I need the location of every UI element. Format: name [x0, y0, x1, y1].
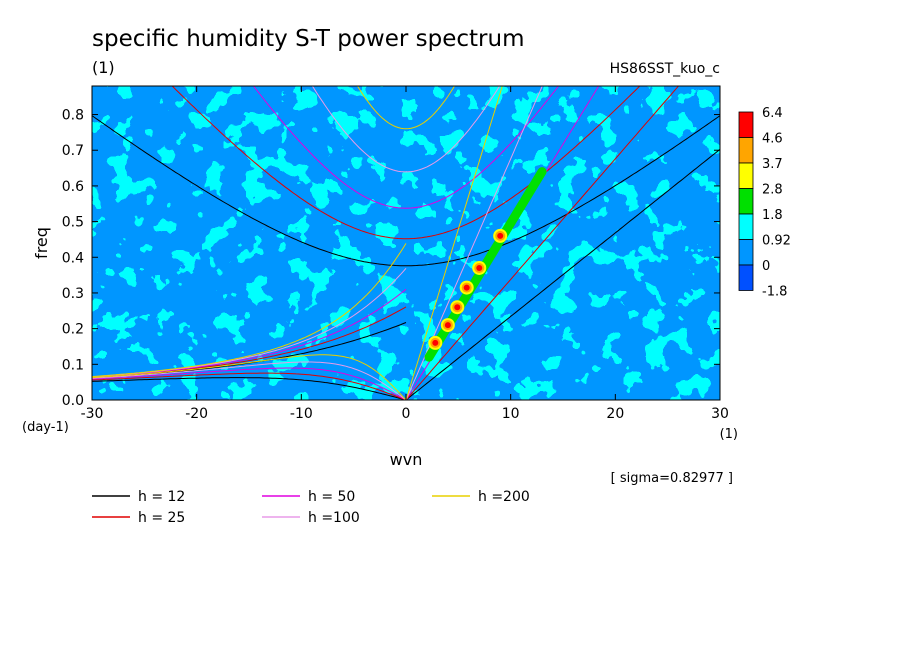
colorbar-label: 6.4: [762, 106, 783, 121]
peak-point: [454, 304, 461, 311]
peak-point: [476, 264, 483, 271]
dispersion-curve-h200: [92, 354, 407, 400]
y-axis-label: freq: [32, 227, 51, 259]
dispersion-curve-h100: [311, 86, 501, 173]
colorbar-swatch: [738, 264, 754, 291]
colorbar-label: 0.92: [762, 234, 791, 249]
dispersion-curve-h12: [92, 115, 720, 267]
spectral-noise-field: [92, 86, 720, 400]
dispersion-curve-h100: [405, 86, 543, 400]
y-tick-label: 0.2: [62, 322, 84, 338]
colorbar-swatch: [738, 162, 754, 189]
x-tick-label: 20: [606, 406, 624, 422]
x-tick-label: -20: [185, 406, 208, 422]
x-tick-label: -10: [290, 406, 313, 422]
legend-label: h = 12: [138, 489, 185, 505]
y-tick-label: 0.4: [62, 250, 84, 266]
dispersion-curve-h50: [92, 367, 407, 400]
dispersion-curve-h12: [405, 148, 720, 400]
curve-legend: h = 12 h = 25 h = 50 h =100 h =200: [92, 489, 530, 526]
dispersion-curve-h25: [92, 372, 407, 400]
colorbar-label: 2.8: [762, 183, 783, 198]
x-tick-label: -30: [81, 406, 104, 422]
x-tick-label: 0: [402, 406, 411, 422]
y-tick-label: 0.8: [62, 108, 84, 124]
dispersion-curve-h12: [92, 377, 407, 400]
peak-point: [444, 322, 451, 329]
colorbar-swatch: [738, 188, 754, 215]
y-tick-label: 0.6: [62, 179, 84, 195]
kelvin-peaks: [424, 167, 547, 362]
colorbar-swatch: [738, 213, 754, 240]
y-tick-label: 0.5: [62, 215, 84, 231]
colorbar: 6.4 4.6 3.7 2.8 1.8 0.92 0 -1.8: [738, 106, 791, 300]
colorbar-swatch: [738, 111, 754, 138]
colorbar-swatch: [738, 239, 754, 266]
y-tick-label: 0.1: [62, 357, 84, 373]
x-axis: -30 -20 -10 0 10 20 30: [81, 86, 729, 422]
colorbar-swatch: [738, 137, 754, 164]
y-unit-label: (day-1): [22, 420, 69, 435]
peak-point: [432, 339, 439, 346]
colorbar-label: -1.8: [762, 285, 787, 300]
legend-label: h =200: [478, 489, 530, 505]
sigma-text: [ sigma=0.82977 ]: [611, 471, 733, 486]
peak-point: [497, 232, 504, 239]
colorbar-label: 4.6: [762, 132, 783, 147]
dispersion-curve-h25: [171, 86, 641, 240]
x-tick-label: 30: [711, 406, 729, 422]
colorbar-label: 0: [762, 259, 770, 274]
run-label: HS86SST_kuo_c: [610, 61, 720, 77]
legend-label: h = 25: [138, 510, 185, 526]
x-axis-label: wvn: [390, 450, 423, 469]
chart-title: specific humidity S-T power spectrum: [92, 26, 524, 52]
colorbar-label: 1.8: [762, 208, 783, 223]
y-tick-label: 0.3: [62, 286, 84, 302]
dispersion-curve-h200: [405, 86, 503, 400]
colorbar-label: 3.7: [762, 157, 783, 172]
legend-label: h =100: [308, 510, 360, 526]
plot-area: [92, 86, 720, 400]
dispersion-curve-h100: [92, 361, 407, 400]
dispersion-curve-h200: [92, 243, 407, 378]
x-unit-label: (1): [720, 427, 738, 442]
y-tick-label: 0.0: [62, 393, 84, 409]
peak-point: [463, 284, 470, 291]
chart-subtitle: (1): [92, 58, 115, 77]
legend-label: h = 50: [308, 489, 355, 505]
y-axis: 0.0 0.1 0.2 0.3 0.4 0.5 0.6 0.7 0.8: [62, 108, 720, 409]
dispersion-curve-h25: [405, 86, 680, 400]
x-tick-label: 10: [502, 406, 520, 422]
y-tick-label: 0.7: [62, 143, 84, 159]
dispersion-curve-h200: [356, 86, 456, 130]
dispersion-curve-h50: [252, 86, 560, 209]
